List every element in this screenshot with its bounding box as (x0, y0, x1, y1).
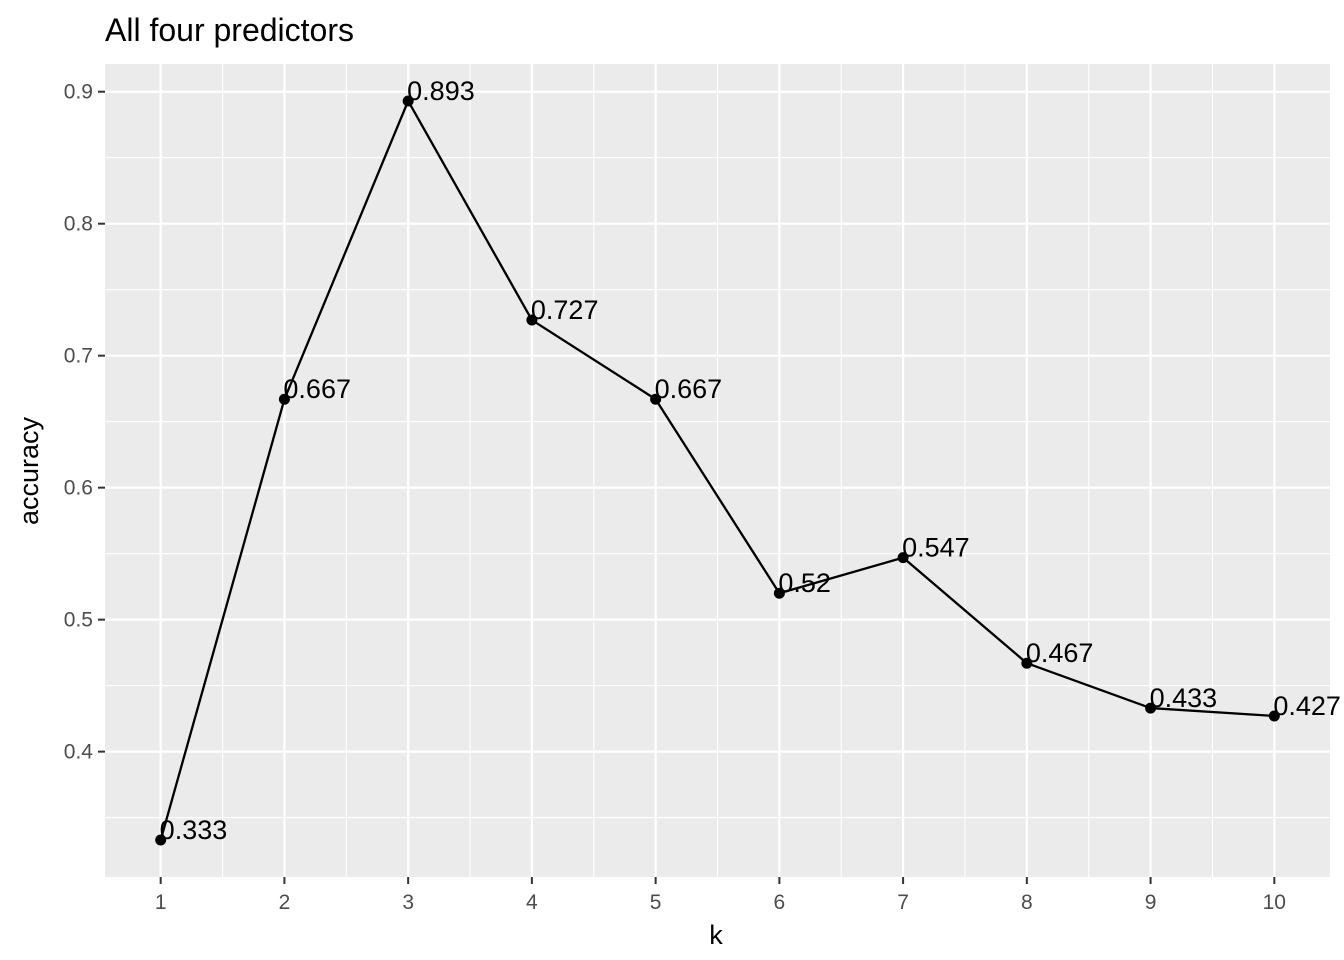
y-axis-title: accuracy (14, 416, 44, 525)
data-point (1268, 710, 1280, 722)
y-tick-label: 0.4 (64, 741, 94, 764)
data-value-label: 0.667 (655, 374, 723, 404)
data-point (773, 587, 785, 599)
data-value-label: 0.467 (1026, 638, 1094, 668)
x-tick-label: 7 (897, 891, 909, 914)
data-point (155, 834, 167, 846)
y-tick-label: 0.9 (64, 81, 93, 104)
data-point (1145, 702, 1157, 714)
y-tick-label: 0.8 (64, 213, 93, 236)
data-point (650, 393, 662, 405)
x-tick-label: 8 (1021, 891, 1033, 914)
series-points (155, 95, 1280, 846)
data-value-label: 0.893 (407, 76, 475, 106)
x-tick-label: 3 (402, 891, 414, 914)
data-labels: 0.333 0.667 0.893 0.727 0.667 0.52 0.547 0.467 0… (160, 76, 1341, 845)
data-value-label: 0.333 (160, 815, 228, 845)
data-value-label: 0.52 (778, 568, 831, 598)
data-value-label: 0.667 (283, 374, 351, 404)
data-point (897, 552, 909, 564)
data-value-label: 0.547 (902, 533, 970, 563)
y-tick-labels: 0.4 0.5 0.6 0.7 0.8 0.9 (64, 81, 94, 764)
data-point (278, 393, 290, 405)
grid-major (105, 64, 1330, 877)
grid-minor (105, 64, 1330, 877)
y-tick-label: 0.6 (64, 477, 93, 500)
axis-ticks (98, 90, 1276, 884)
data-value-label: 0.727 (531, 295, 599, 325)
x-tick-label: 9 (1145, 891, 1157, 914)
chart-title: All four predictors (105, 12, 354, 48)
data-value-label: 0.427 (1273, 691, 1341, 721)
y-tick-label: 0.7 (64, 345, 93, 368)
x-tick-label: 6 (774, 891, 786, 914)
x-axis-title: k (709, 920, 723, 950)
data-point (526, 314, 538, 326)
x-tick-label: 1 (155, 891, 167, 914)
series-line-group (159, 99, 1275, 841)
x-tick-label: 2 (279, 891, 291, 914)
y-tick-label: 0.5 (64, 609, 93, 632)
series-line (159, 99, 1275, 841)
x-tick-label: 10 (1263, 891, 1286, 914)
x-tick-label: 5 (650, 891, 662, 914)
data-point (402, 95, 414, 107)
x-tick-label: 4 (526, 891, 538, 914)
x-tick-labels: 1 2 3 4 5 6 7 8 9 10 (155, 891, 1286, 914)
data-point (1021, 657, 1033, 669)
data-value-label: 0.433 (1150, 683, 1218, 713)
